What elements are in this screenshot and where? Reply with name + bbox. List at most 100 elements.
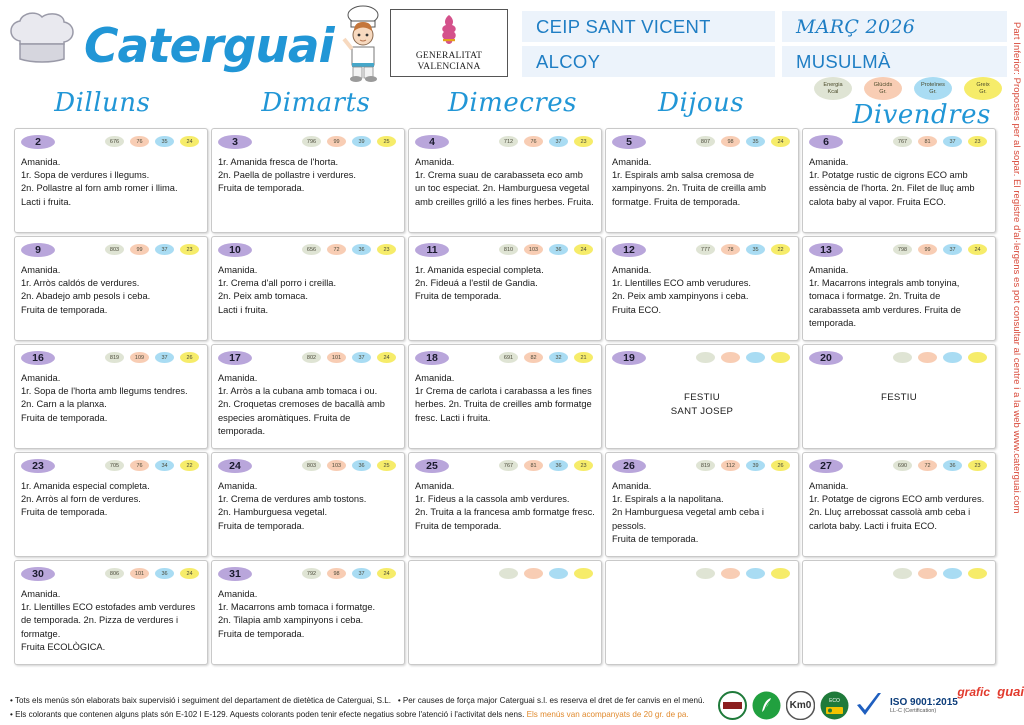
- day-cell-17[interactable]: 17 802 101 37 24 Amanida. 1r. Arròs a la cuba…: [211, 344, 405, 449]
- footer-line1a: • Tots els menús són elaborats baix supe…: [10, 696, 392, 706]
- nutrition-values: 819 112 39 26: [696, 460, 792, 471]
- day-cell-6[interactable]: 6 767 81 37 23 Amanida. 1r. Potatge rustic de…: [802, 128, 996, 233]
- nutrition-protein: 37: [155, 352, 174, 363]
- generalitat-valenciana-logo: GENERALITAT VALENCIANA: [390, 9, 508, 77]
- day-cell-30[interactable]: 30 806 101 36 24 Amanida. 1r. Llentilles ECO …: [14, 560, 208, 665]
- day-cell-23[interactable]: 23 705 76 34 22 1r. Amanida especial completa…: [14, 452, 208, 557]
- day-number: 30: [21, 566, 55, 581]
- day-cell-header: 12 777 78 35 22: [612, 242, 792, 257]
- legend-greix-name: Greix: [976, 82, 990, 89]
- day-cell-18[interactable]: 18 691 82 32 21 Amanida. 1r Crema de carlota …: [408, 344, 602, 449]
- holiday-label: FESTIU SANT JOSEP: [670, 392, 734, 418]
- day-cell-3[interactable]: 3 796 99 39 25 1r. Amanida fresca de l'horta.…: [211, 128, 405, 233]
- nutrition-values: [499, 568, 595, 579]
- nutrition-values: [696, 352, 792, 363]
- day-cell-empty[interactable]: [408, 560, 602, 665]
- day-cell-24[interactable]: 24 803 103 36 25 Amanida. 1r. Crema de verdur…: [211, 452, 405, 557]
- nutrition-energy: 777: [696, 244, 715, 255]
- menu-description: Amanida. 1r. Sopa de verdures i llegums.…: [21, 157, 178, 207]
- week-row: 9 803 99 37 23 Amanida. 1r. Arròs caldós de v…: [14, 236, 1010, 341]
- menu-description: Amanida. 1r. Sopa de l'horta amb llegums…: [21, 373, 188, 423]
- nutrition-energy: [696, 352, 715, 363]
- nutrition-values: 819 109 37 26: [105, 352, 201, 363]
- day-cell-16[interactable]: 16 819 109 37 26 Amanida. 1r. Sopa de l'horta…: [14, 344, 208, 449]
- nutrition-fat: 24: [574, 244, 593, 255]
- menu-description: Amanida. 1r. Llentilles ECO amb verudure…: [612, 265, 751, 315]
- nutrition-values: 803 103 36 25: [302, 460, 398, 471]
- grafic-watermark: grafic: [957, 685, 990, 699]
- menu-description: Amanida. 1r. Arròs caldós de verdures. 2…: [21, 265, 151, 315]
- nutrition-energy: 806: [105, 568, 124, 579]
- nutrition-carbs: 76: [524, 136, 543, 147]
- chef-hat-icon: [6, 11, 78, 77]
- day-cell-header: 5 807 98 35 24: [612, 134, 792, 149]
- legend-energia-name: Energia: [823, 82, 843, 89]
- nutrition-carbs: 78: [721, 244, 740, 255]
- footer-line2a: • Els colorants que contenen alguns plat…: [10, 709, 525, 719]
- nutrition-carbs: 99: [130, 244, 149, 255]
- day-number: 9: [21, 242, 55, 257]
- nutrition-fat: 23: [968, 460, 987, 471]
- brand-name: Caterguai: [84, 18, 335, 74]
- footer-line1b: • Per causes de força major Caterguai s.…: [397, 696, 705, 706]
- nutrition-fat: 24: [771, 136, 790, 147]
- day-cell-header: 10 656 72 36 23: [218, 242, 398, 257]
- nutrition-fat: [968, 352, 987, 363]
- day-cell-12[interactable]: 12 777 78 35 22 Amanida. 1r. Llentilles ECO a…: [605, 236, 799, 341]
- iso-certifier-label: LL-C (Certification): [890, 707, 937, 714]
- day-cell-25[interactable]: 25 767 81 36 23 Amanida. 1r. Fideus a la cass…: [408, 452, 602, 557]
- menu-description: Amanida. 1r Crema de carlota i carabassa…: [415, 373, 592, 423]
- nutrition-protein: 36: [352, 244, 371, 255]
- day-cell-31[interactable]: 31 792 98 37 24 Amanida. 1r. Macarrons amb to…: [211, 560, 405, 665]
- nutrition-energy: 792: [302, 568, 321, 579]
- day-cell-header: 9 803 99 37 23: [21, 242, 201, 257]
- day-cell-header: 3 796 99 39 25: [218, 134, 398, 149]
- day-cell-9[interactable]: 9 803 99 37 23 Amanida. 1r. Arròs caldós de v…: [14, 236, 208, 341]
- nutrition-energy: 767: [499, 460, 518, 471]
- day-number: 3: [218, 134, 252, 149]
- menu-description: Amanida. 1r. Espirals a la napolitana. 2…: [612, 481, 764, 544]
- nutrition-fat: 24: [377, 568, 396, 579]
- nutrition-fat: 22: [771, 244, 790, 255]
- weekday-header-row: Dilluns Dimarts Dimecres Dijous Divendre…: [0, 88, 1024, 130]
- day-cell-empty[interactable]: [605, 560, 799, 665]
- day-cell-19[interactable]: 19 FESTIU SANT JOSEP: [605, 344, 799, 449]
- nutrition-protein: [549, 568, 568, 579]
- holiday-label: FESTIU: [881, 392, 917, 403]
- day-cell-20[interactable]: 20 FESTIU: [802, 344, 996, 449]
- day-cell-5[interactable]: 5 807 98 35 24 Amanida. 1r. Espirals amb sals…: [605, 128, 799, 233]
- day-cell-13[interactable]: 13 798 99 37 24 Amanida. 1r. Macarrons integr…: [802, 236, 996, 341]
- nutrition-carbs: 99: [918, 244, 937, 255]
- day-cell-header: 26 819 112 39 26: [612, 458, 792, 473]
- nutrition-protein: 37: [549, 136, 568, 147]
- week-row: 23 705 76 34 22 1r. Amanida especial completa…: [14, 452, 1010, 557]
- legend-greix: Greix Gr.: [964, 77, 1002, 100]
- nutrition-values: 803 99 37 23: [105, 244, 201, 255]
- day-cell-empty[interactable]: [802, 560, 996, 665]
- weekday-dimecres: Dimecres: [448, 88, 577, 118]
- nutrition-values: 712 76 37 23: [499, 136, 595, 147]
- menu-description: Amanida. 1r. Crema suau de carabasseta e…: [415, 157, 594, 207]
- day-cell-2[interactable]: 2 676 76 35 24 Amanida. 1r. Sopa de verdures …: [14, 128, 208, 233]
- day-cell-header: 11 810 103 36 24: [415, 242, 595, 257]
- nutrition-carbs: 98: [721, 136, 740, 147]
- nutrition-fat: 25: [377, 136, 396, 147]
- day-cell-11[interactable]: 11 810 103 36 24 1r. Amanida especial complet…: [408, 236, 602, 341]
- legend-glucids-name: Glúcids: [873, 82, 893, 89]
- nutrition-carbs: 82: [524, 352, 543, 363]
- nutrition-energy: [696, 568, 715, 579]
- day-cell-4[interactable]: 4 712 76 37 23 Amanida. 1r. Crema suau de car…: [408, 128, 602, 233]
- nutrition-fat: [574, 568, 593, 579]
- day-cell-header: 13 798 99 37 24: [809, 242, 989, 257]
- day-cell-26[interactable]: 26 819 112 39 26 Amanida. 1r. Espirals a la n…: [605, 452, 799, 557]
- day-cell-10[interactable]: 10 656 72 36 23 Amanida. 1r. Crema d'all porr…: [211, 236, 405, 341]
- day-cell-27[interactable]: 27 690 72 36 23 Amanida. 1r. Potatge de cigro…: [802, 452, 996, 557]
- nutrition-carbs: [721, 568, 740, 579]
- nutrition-fat: [771, 568, 790, 579]
- nutrition-protein: 35: [155, 136, 174, 147]
- nutrition-fat: 25: [377, 460, 396, 471]
- nutrition-fat: 24: [180, 568, 199, 579]
- nutrition-carbs: 103: [327, 460, 346, 471]
- day-cell-header: 18 691 82 32 21: [415, 350, 595, 365]
- day-number: 18: [415, 350, 449, 365]
